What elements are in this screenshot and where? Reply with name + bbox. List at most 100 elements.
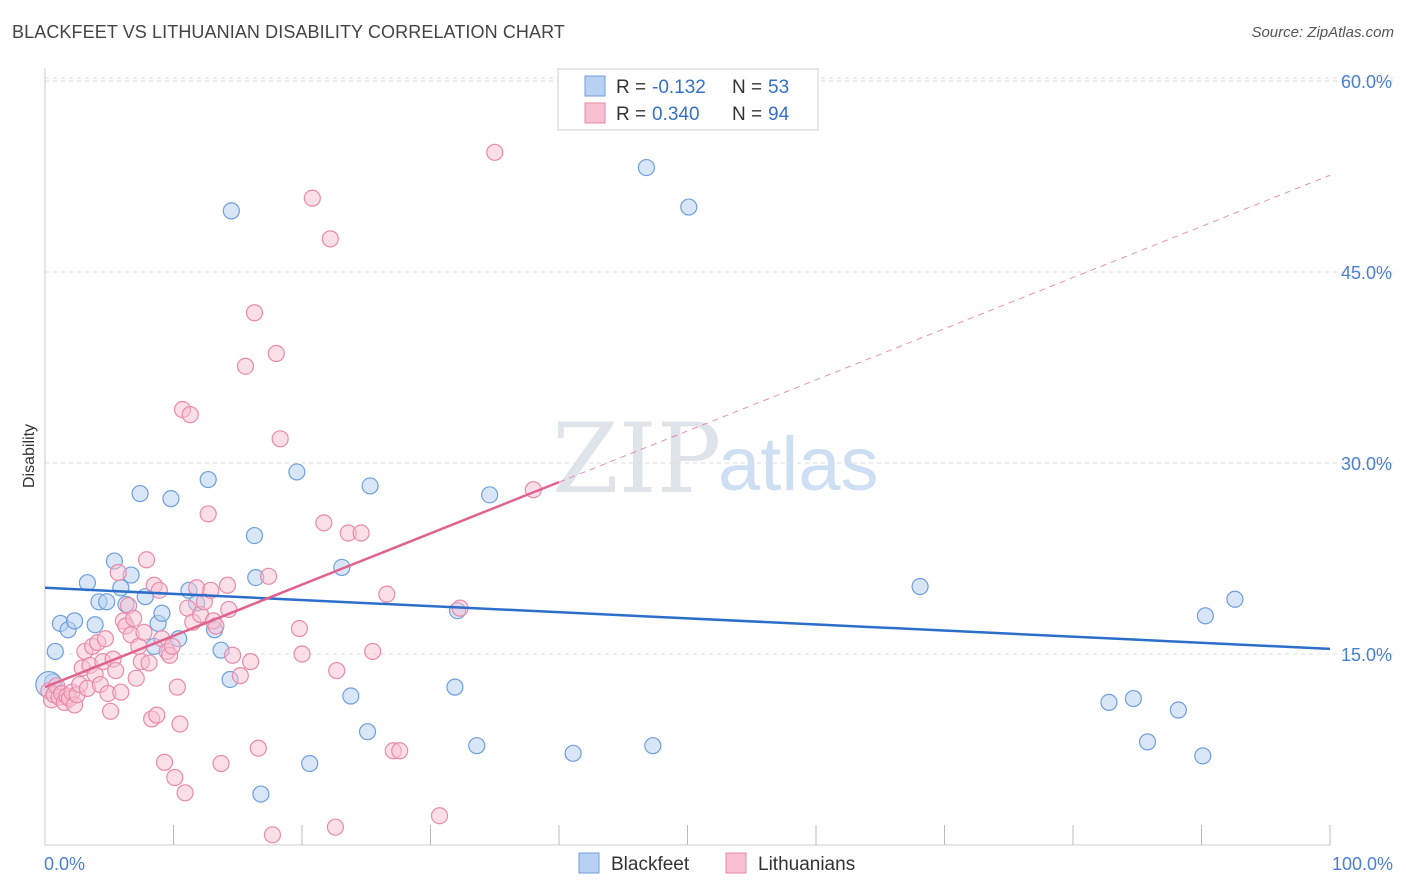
legend-swatch-blackfeet <box>584 75 606 97</box>
legend-r-label-blackfeet: R = <box>616 77 646 98</box>
bottom-legend-label-blackfeet: Blackfeet <box>611 854 690 875</box>
lithuanian-point <box>181 406 199 424</box>
blackfeet-point <box>222 202 240 220</box>
legend-r-value-lithuanians: 0.340 <box>652 104 700 125</box>
lithuanian-point <box>140 654 158 672</box>
legend-n-label-lithuanians: N = <box>732 104 762 125</box>
lithuanian-point <box>293 645 311 663</box>
lithuanian-points <box>40 143 542 844</box>
legend-bottom: Blackfeet Lithuanians <box>578 852 855 875</box>
lithuanian-point <box>212 754 230 773</box>
axes-layer: 15.0% 30.0% 45.0% 60.0% 0.0% 100.0% <box>44 68 1393 874</box>
lithuanian-point <box>107 661 125 680</box>
blackfeet-point <box>46 642 64 661</box>
lithuanian-point <box>166 768 184 787</box>
lithuanian-point <box>328 661 346 680</box>
y-tick-label: 30.0% <box>1341 454 1392 474</box>
legend-n-value-blackfeet: 53 <box>768 77 789 98</box>
lithuanian-point <box>321 230 339 248</box>
blackfeet-point <box>342 687 360 705</box>
lithuanian-point <box>148 706 166 724</box>
legend-top: R = -0.132 N = 53 R = 0.340 N = 94 <box>557 68 819 131</box>
bottom-legend-label-lithuanians: Lithuanians <box>758 854 855 875</box>
lithuanian-point <box>364 642 382 661</box>
blackfeet-point <box>86 616 104 634</box>
blackfeet-point <box>131 484 149 503</box>
blackfeet-point <box>481 486 499 504</box>
blackfeet-point <box>245 526 264 545</box>
lithuanian-point <box>378 585 396 603</box>
lithuanian-point <box>486 143 504 161</box>
y-tick-label: 60.0% <box>1341 72 1392 92</box>
lithuanian-point <box>290 619 309 638</box>
blackfeet-trend-line <box>44 586 1331 651</box>
blackfeet-point <box>98 593 116 611</box>
blackfeet-point <box>911 577 929 596</box>
lithuanian-point <box>259 567 278 585</box>
y-tick-label: 45.0% <box>1341 263 1392 283</box>
lithuanian-point <box>271 430 289 448</box>
legend-n-label-blackfeet: N = <box>732 77 762 98</box>
lithuanian-point <box>127 669 145 687</box>
blackfeet-point <box>153 604 171 622</box>
y-axis-label: Disability <box>21 424 38 488</box>
watermark-atlas: atlas <box>718 422 879 507</box>
lithuanian-point <box>326 818 345 836</box>
bottom-legend-swatch-lithuanians <box>725 852 747 874</box>
lithuanian-point <box>168 678 186 696</box>
x-tick-label-min: 0.0% <box>44 854 85 874</box>
blackfeet-point <box>199 470 217 489</box>
lithuanian-point <box>176 784 194 802</box>
lithuanian-point <box>303 189 321 207</box>
lithuanian-trend-extension <box>558 174 1331 483</box>
lithuanian-point <box>163 637 181 655</box>
lithuanian-point <box>245 304 264 322</box>
blackfeet-point <box>162 490 180 508</box>
blackfeet-point <box>1138 733 1157 751</box>
blackfeet-point <box>252 785 270 803</box>
lithuanian-point <box>96 630 114 648</box>
lithuanian-point <box>224 646 242 664</box>
lithuanian-point <box>242 653 260 671</box>
blackfeet-point <box>288 463 306 481</box>
blackfeet-point <box>361 477 379 495</box>
legend-r-label-lithuanians: R = <box>616 104 646 125</box>
legend-r-value-blackfeet: -0.132 <box>652 77 706 98</box>
lithuanian-point <box>135 623 153 641</box>
lithuanian-point <box>109 563 127 582</box>
legend-swatch-lithuanians <box>584 102 606 124</box>
lithuanian-point <box>315 514 333 532</box>
blackfeet-point <box>637 158 655 177</box>
chart-title: BLACKFEET VS LITHUANIAN DISABILITY CORRE… <box>12 22 565 42</box>
lithuanian-point <box>430 807 449 825</box>
lithuanian-point <box>236 357 255 375</box>
lithuanian-point <box>263 826 282 844</box>
watermark-zip: ZIP <box>552 403 721 515</box>
legend-n-value-lithuanians: 94 <box>768 104 790 125</box>
blackfeet-point <box>1124 689 1142 708</box>
source-label: Source: ZipAtlas.com <box>1251 24 1394 41</box>
blackfeet-point <box>1194 747 1212 765</box>
blackfeet-point <box>564 744 582 762</box>
x-tick-label-max: 100.0% <box>1332 854 1393 874</box>
lithuanian-point <box>267 344 285 363</box>
blackfeet-point <box>301 754 319 773</box>
blackfeet-point <box>1169 701 1187 719</box>
lithuanian-point <box>150 581 168 599</box>
y-tick-label: 15.0% <box>1341 645 1392 665</box>
blackfeet-point <box>468 737 486 755</box>
lithuanian-point <box>188 579 206 597</box>
blackfeet-point <box>1196 607 1214 625</box>
blackfeet-point <box>65 612 84 630</box>
lithuanian-point <box>137 551 156 569</box>
blackfeet-point <box>358 723 377 741</box>
lithuanian-point <box>231 667 249 685</box>
lithuanian-trend-line <box>44 480 560 689</box>
lithuanian-point <box>155 753 174 771</box>
lithuanian-point <box>171 715 189 733</box>
blackfeet-point <box>1226 590 1244 608</box>
lithuanian-point <box>112 683 130 701</box>
lithuanian-point <box>218 576 237 594</box>
trend-lines <box>44 174 1331 689</box>
